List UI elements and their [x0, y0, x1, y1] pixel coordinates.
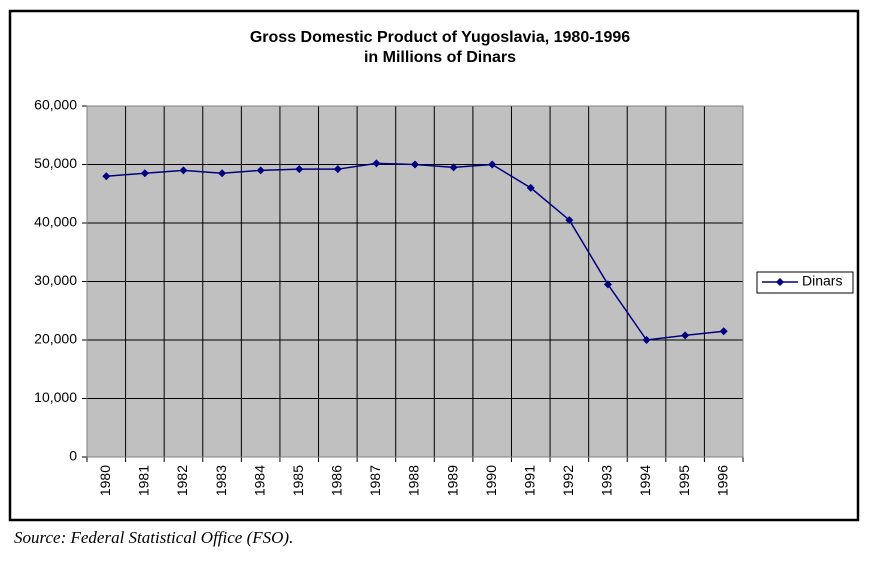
data-point [218, 169, 227, 178]
x-tick-label: 1983 [213, 465, 229, 496]
y-tick-label: 30,000 [34, 272, 77, 288]
data-point [256, 166, 265, 175]
x-tick-label: 1984 [251, 465, 267, 496]
x-tick-label: 1990 [483, 465, 499, 496]
data-point [565, 216, 574, 225]
data-point [295, 165, 304, 174]
x-tick-label: 1980 [97, 465, 113, 496]
x-tick-label: 1992 [560, 465, 576, 496]
data-point [333, 165, 342, 174]
data-point [411, 160, 419, 169]
data-point [179, 166, 188, 175]
x-tick-label: 1994 [637, 465, 653, 496]
x-tick-label: 1991 [521, 465, 537, 496]
y-tick-label: 0 [69, 448, 77, 464]
legend-box [756, 271, 854, 294]
x-tick-label: 1993 [599, 465, 615, 496]
data-point [102, 172, 111, 181]
data-point [681, 331, 690, 340]
data-point [372, 159, 381, 168]
x-tick-label: 1987 [367, 465, 383, 496]
x-tick-label: 1981 [136, 465, 152, 496]
plot-border [86, 105, 744, 458]
x-tick-label: 1986 [329, 465, 345, 496]
x-tick-label: 1996 [714, 465, 730, 496]
legend-marker [776, 278, 784, 286]
chart-subtitle: in Millions of Dinars [364, 49, 516, 66]
data-point [488, 160, 497, 169]
data-point [642, 336, 651, 344]
data-point [719, 327, 728, 336]
source-note: Source: Federal Statistical Office (FSO)… [14, 528, 293, 547]
y-tick-label: 40,000 [34, 214, 77, 230]
x-tick-label: 1982 [174, 465, 190, 496]
y-tick-label: 50,000 [34, 155, 77, 171]
data-point [526, 183, 535, 192]
x-tick-label: 1985 [290, 465, 306, 496]
x-tick-label: 1995 [676, 465, 692, 496]
legend-label: Dinars [802, 273, 842, 289]
data-point [140, 169, 149, 178]
y-tick-label: 20,000 [34, 331, 77, 347]
x-tick-label: 1989 [444, 465, 460, 496]
y-tick-label: 60,000 [34, 97, 77, 113]
data-point [449, 163, 458, 172]
data-point [603, 280, 612, 289]
x-tick-label: 1988 [406, 465, 422, 496]
y-tick-label: 10,000 [34, 389, 77, 405]
chart-title: Gross Domestic Product of Yugoslavia, 19… [250, 29, 630, 46]
